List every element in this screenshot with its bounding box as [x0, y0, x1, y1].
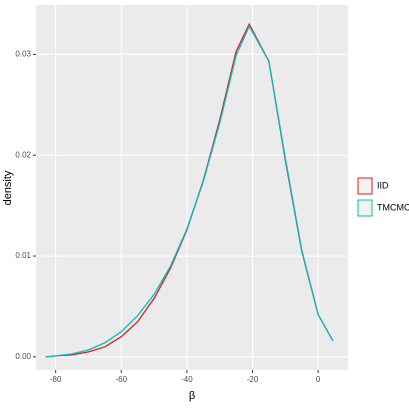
y-tick-label: 0.01 — [15, 251, 31, 260]
x-tick-label: -80 — [50, 375, 62, 384]
y-tick-label: 0.00 — [15, 352, 31, 361]
legend-key — [357, 199, 373, 217]
density-line — [45, 24, 334, 358]
legend-label: TMCMC — [377, 202, 409, 212]
x-tick-label: -20 — [247, 375, 259, 384]
legend-label: IID — [377, 180, 389, 190]
y-tick-label: 0.03 — [15, 50, 31, 59]
legend-key — [357, 177, 373, 195]
y-axis-title: density — [2, 170, 14, 205]
x-tick-label: 0 — [316, 375, 321, 384]
x-tick-label: -60 — [116, 375, 128, 384]
panel — [36, 5, 348, 370]
x-tick-label: -40 — [181, 375, 193, 384]
y-tick-label: 0.02 — [15, 150, 31, 159]
x-axis-title: β — [189, 390, 195, 402]
